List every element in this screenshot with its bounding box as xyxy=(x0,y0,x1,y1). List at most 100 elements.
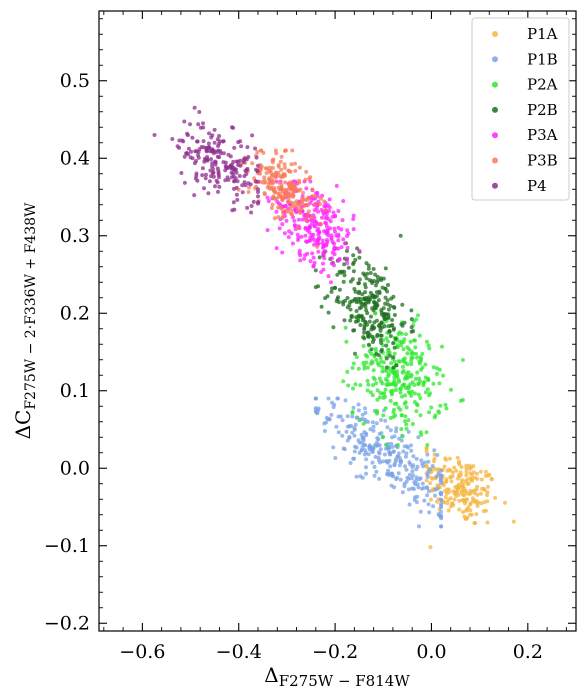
data-point xyxy=(439,501,444,506)
data-point xyxy=(255,169,260,174)
data-point xyxy=(415,370,420,375)
data-point xyxy=(213,184,217,189)
data-point xyxy=(399,343,404,348)
data-point xyxy=(478,491,483,496)
data-point xyxy=(455,455,460,460)
data-point xyxy=(485,493,489,498)
data-point xyxy=(206,141,211,146)
data-point xyxy=(415,355,419,360)
data-point xyxy=(426,459,431,464)
data-point xyxy=(324,224,329,229)
data-point xyxy=(294,199,299,204)
data-point xyxy=(246,190,251,194)
data-point xyxy=(188,155,193,160)
data-point xyxy=(369,347,374,352)
data-point xyxy=(431,459,436,464)
x-tick-label: −0.4 xyxy=(216,641,262,663)
legend-marker-P1B xyxy=(492,56,498,63)
data-point xyxy=(436,471,441,476)
data-point xyxy=(376,323,381,328)
data-point xyxy=(388,334,393,339)
data-point xyxy=(351,361,356,366)
data-point xyxy=(182,180,187,185)
data-point xyxy=(223,178,228,183)
data-point xyxy=(378,356,383,360)
data-point xyxy=(368,390,373,395)
data-point xyxy=(283,148,288,153)
data-point xyxy=(250,133,255,138)
data-point xyxy=(480,486,484,491)
data-point xyxy=(314,220,319,225)
data-point xyxy=(444,479,449,484)
data-point xyxy=(192,105,197,110)
data-point xyxy=(439,509,444,514)
data-point xyxy=(426,377,431,382)
data-point xyxy=(325,239,330,244)
data-point xyxy=(292,185,297,190)
data-point xyxy=(401,347,406,352)
data-point xyxy=(350,430,355,435)
data-point xyxy=(334,424,339,429)
data-point xyxy=(300,200,305,205)
data-point xyxy=(437,367,442,372)
data-point xyxy=(396,405,401,410)
data-point xyxy=(242,180,247,185)
data-point xyxy=(387,329,392,333)
data-point xyxy=(323,220,328,225)
data-point xyxy=(182,119,187,124)
data-point xyxy=(385,425,390,430)
data-point xyxy=(307,230,312,235)
data-point xyxy=(327,417,332,422)
series-P3B xyxy=(236,148,328,249)
data-point xyxy=(341,379,346,384)
data-point xyxy=(276,201,281,206)
x-tick-label: −0.6 xyxy=(119,641,165,663)
data-point xyxy=(351,386,355,391)
y-tick-label: 0.4 xyxy=(60,147,90,169)
data-point xyxy=(424,446,429,451)
data-point xyxy=(400,394,404,399)
data-point xyxy=(358,296,363,301)
data-point xyxy=(459,465,464,469)
data-point xyxy=(201,121,205,126)
data-point xyxy=(414,351,418,356)
data-point xyxy=(394,381,399,386)
data-point xyxy=(363,290,368,295)
data-point xyxy=(437,410,441,415)
data-point xyxy=(379,431,384,436)
data-point xyxy=(429,405,434,410)
data-point xyxy=(348,300,353,305)
data-point xyxy=(290,241,295,246)
data-point xyxy=(207,131,211,136)
data-point xyxy=(439,505,444,510)
data-point xyxy=(311,255,316,260)
data-point xyxy=(210,171,215,176)
data-point xyxy=(388,398,393,403)
data-point xyxy=(240,183,245,188)
data-point xyxy=(448,475,453,480)
data-point xyxy=(407,472,412,477)
data-point xyxy=(375,397,380,402)
data-point xyxy=(297,204,302,208)
data-point xyxy=(417,333,422,338)
data-point xyxy=(414,456,419,461)
data-point xyxy=(177,138,182,143)
data-point xyxy=(336,396,340,401)
legend: P1A P1B P2A P2B P3A P3B P4 xyxy=(471,17,570,201)
data-point xyxy=(386,468,391,473)
data-point xyxy=(367,319,372,324)
data-point xyxy=(410,486,415,491)
data-point xyxy=(402,401,407,406)
data-point xyxy=(313,194,317,199)
data-point xyxy=(271,173,276,177)
data-point xyxy=(373,454,378,459)
data-point xyxy=(356,313,361,318)
data-point xyxy=(425,387,430,392)
y-tick-label: 0.1 xyxy=(60,380,90,402)
data-point xyxy=(374,352,379,357)
data-point xyxy=(246,181,251,186)
data-point xyxy=(371,267,376,271)
data-point xyxy=(457,507,462,512)
data-point xyxy=(233,167,238,172)
data-point xyxy=(386,307,391,312)
